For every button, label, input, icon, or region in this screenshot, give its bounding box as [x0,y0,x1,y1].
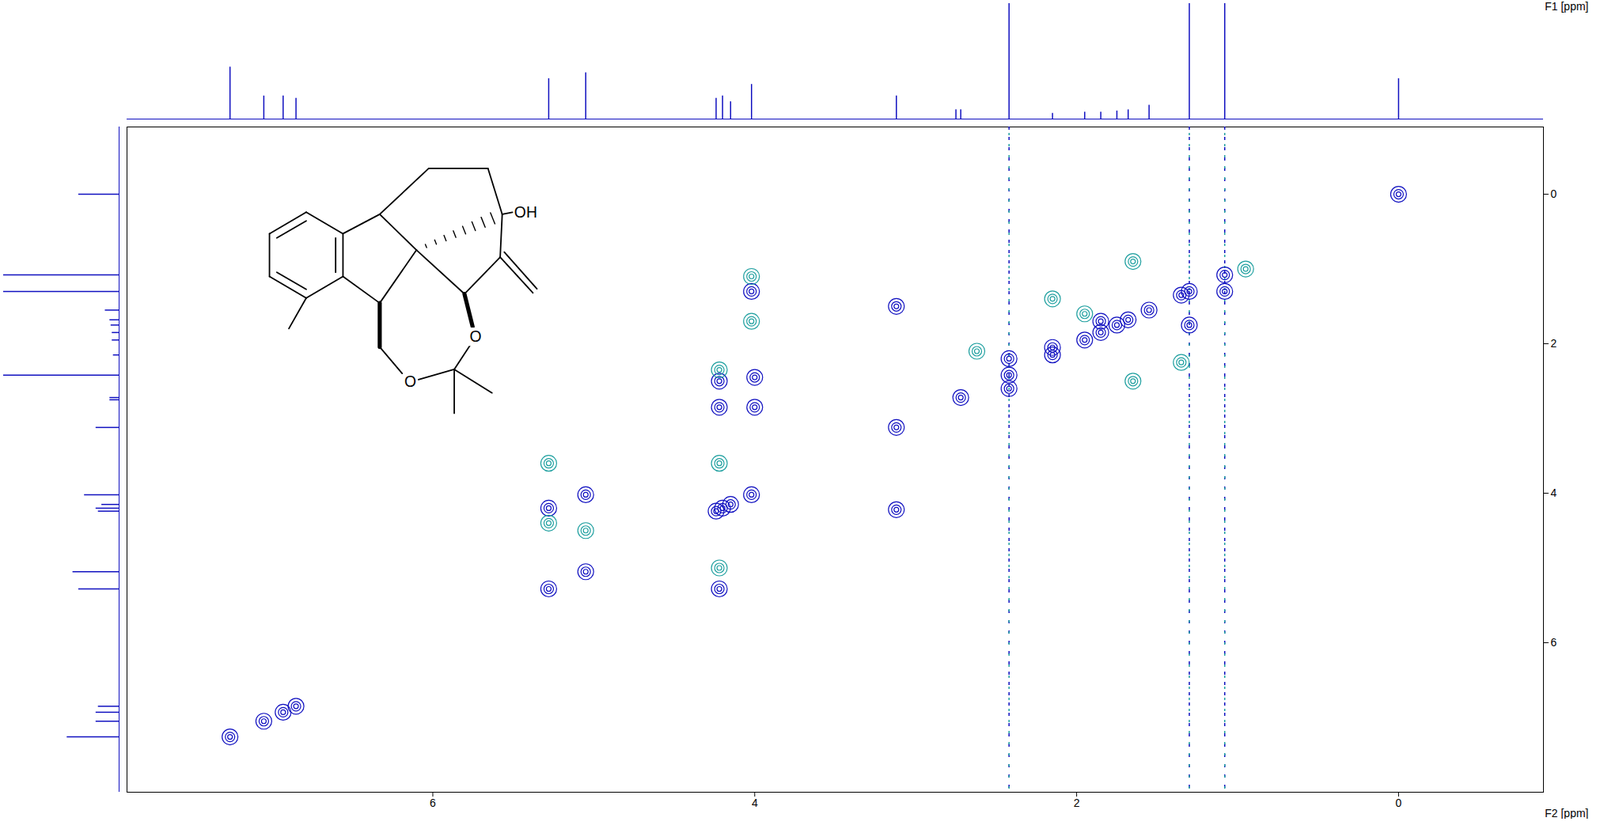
svg-text:O: O [404,372,417,391]
svg-text:2: 2 [1073,796,1081,810]
svg-text:6: 6 [429,796,437,810]
svg-text:OH: OH [514,203,538,221]
svg-text:2: 2 [1550,337,1558,350]
svg-text:0: 0 [1550,187,1558,201]
svg-text:4: 4 [1550,486,1558,500]
svg-text:F2 [ppm]: F2 [ppm] [1544,807,1589,820]
svg-text:F1 [ppm]: F1 [ppm] [1544,0,1589,13]
svg-text:O: O [470,327,482,346]
svg-text:0: 0 [1395,796,1403,810]
svg-text:6: 6 [1550,636,1558,649]
svg-text:4: 4 [751,796,759,810]
